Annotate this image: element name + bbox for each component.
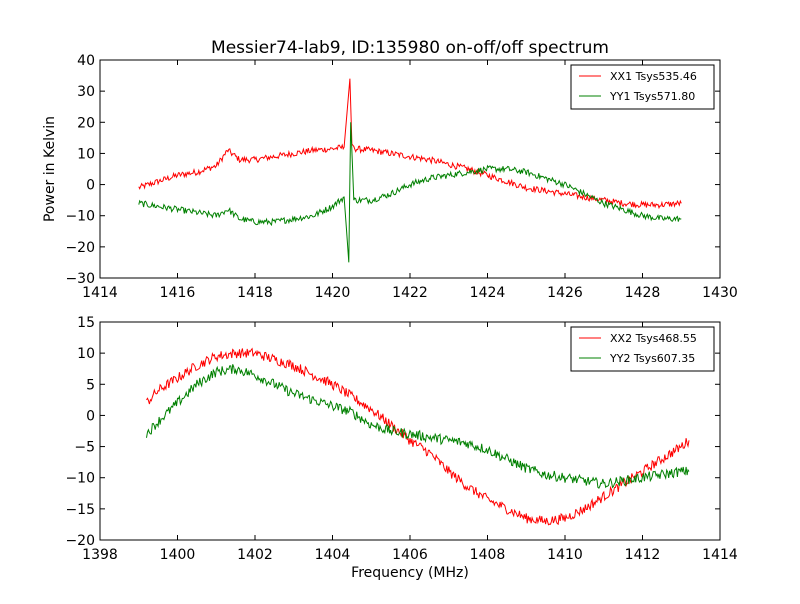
- chart-title: Messier74-lab9, ID:135980 on-off/off spe…: [211, 38, 609, 58]
- x-axis-label: Frequency (MHz): [351, 565, 469, 581]
- x-tick-label: 1426: [547, 285, 583, 301]
- y-tick-label: 10: [77, 346, 95, 362]
- x-tick-label: 1420: [315, 285, 351, 301]
- y-tick-label: −15: [65, 502, 95, 518]
- y-tick-label: 5: [86, 377, 95, 393]
- x-tick-label: 1400: [160, 547, 196, 563]
- series-line-2: [146, 364, 690, 489]
- x-tick-label: 1398: [82, 547, 118, 563]
- y-tick-label: 10: [77, 146, 95, 162]
- legend: XX1 Tsys535.46 YY1 Tsys571.80: [570, 64, 715, 110]
- x-tick-label: 1418: [237, 285, 273, 301]
- x-tick-label: 1424: [470, 285, 506, 301]
- y-tick-label: 0: [86, 408, 95, 424]
- top-subplot: 1414 1416 1418 1420 1422 1424 1426 1428 1430 −30 −…: [65, 53, 737, 301]
- y-axis-label: Power in Kelvin: [42, 116, 58, 222]
- series-line-2: [138, 122, 682, 263]
- x-tick-label: 1414: [702, 547, 738, 563]
- legend-box: [570, 326, 715, 372]
- x-tick-label: 1412: [625, 547, 661, 563]
- x-tick-label: 1416: [160, 285, 196, 301]
- legend: XX2 Tsys468.55 YY2 Tsys607.35: [570, 326, 715, 372]
- y-tick-label: −10: [65, 209, 95, 225]
- x-tick-label: 1428: [625, 285, 661, 301]
- y-tick-label: 40: [77, 53, 95, 69]
- y-tick-label: 0: [86, 178, 95, 194]
- x-tick-label: 1406: [392, 547, 428, 563]
- series-line-1: [146, 347, 690, 526]
- bottom-subplot: 1398 1400 1402 1404 1406 1408 1410 1412 1414 −20 −…: [65, 315, 737, 563]
- legend-entry: XX2 Tsys468.55: [610, 332, 697, 345]
- x-tick-label: 1430: [702, 285, 738, 301]
- legend-entry: YY1 Tsys571.80: [609, 90, 695, 103]
- x-tick-label: 1414: [82, 285, 118, 301]
- x-tick-label: 1422: [392, 285, 428, 301]
- y-tick-label: 30: [77, 84, 95, 100]
- y-tick-label: −10: [65, 471, 95, 487]
- y-tick-label: −20: [65, 533, 95, 549]
- y-tick-label: −30: [65, 271, 95, 287]
- legend-entry: XX1 Tsys535.46: [610, 70, 697, 83]
- y-tick-label: 15: [77, 315, 95, 331]
- x-tick-label: 1408: [470, 547, 506, 563]
- x-tick-label: 1402: [237, 547, 273, 563]
- x-tick-label: 1404: [315, 547, 351, 563]
- y-tick-label: −20: [65, 240, 95, 256]
- y-tick-label: −5: [74, 440, 95, 456]
- x-tick-label: 1410: [547, 547, 583, 563]
- legend-entry: YY2 Tsys607.35: [609, 352, 695, 365]
- legend-box: [570, 64, 715, 110]
- y-tick-label: 20: [77, 115, 95, 131]
